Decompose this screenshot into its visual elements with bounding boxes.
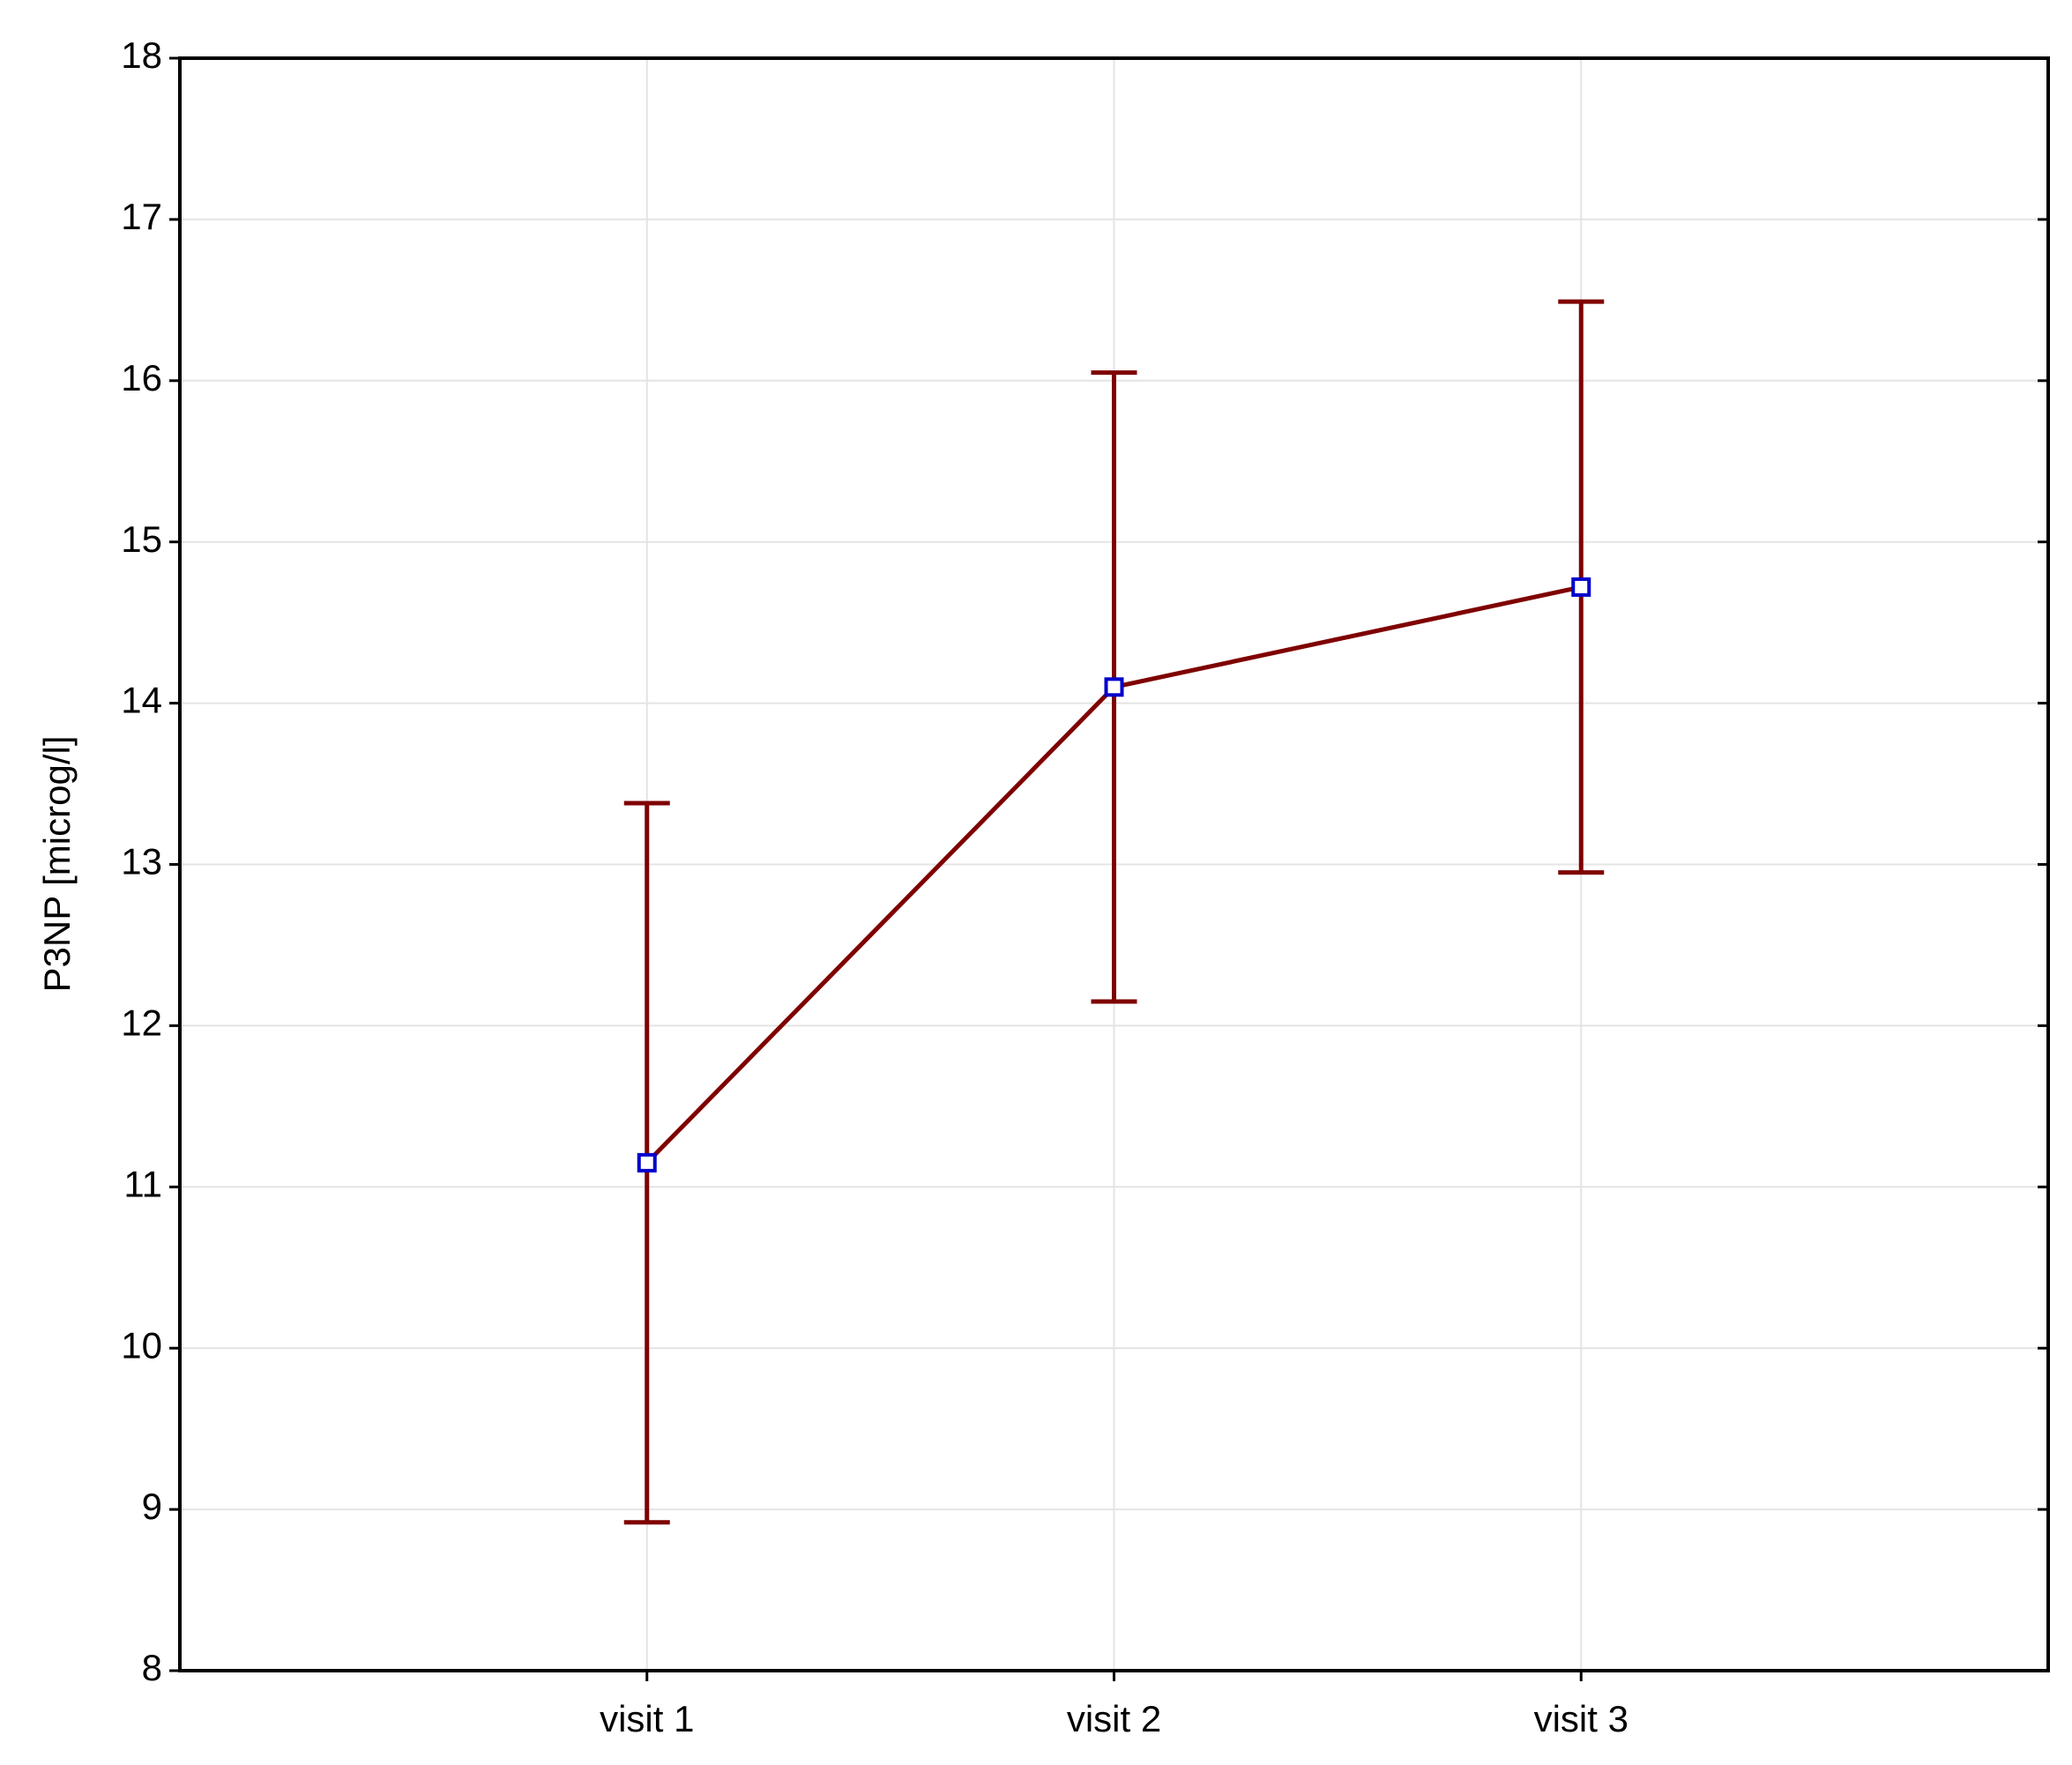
y-axis-label: P3NP [microg/l] [36, 736, 78, 993]
y-tick-label: 15 [121, 518, 162, 560]
marker [1104, 677, 1124, 697]
x-tick-label: visit 1 [600, 1698, 694, 1739]
y-tick-label: 18 [121, 34, 162, 76]
y-tick-label: 13 [121, 841, 162, 882]
x-tick-label: visit 3 [1534, 1698, 1629, 1739]
y-tick-label: 8 [142, 1647, 162, 1688]
y-tick-label: 10 [121, 1324, 162, 1366]
y-tick-label: 14 [121, 680, 162, 721]
y-tick-label: 12 [121, 1002, 162, 1043]
plot-frame [178, 56, 2050, 1672]
marker [637, 1152, 657, 1173]
y-tick-label: 11 [123, 1163, 162, 1204]
y-tick-label: 17 [121, 196, 162, 237]
marker [1571, 577, 1591, 597]
y-tick-label: 16 [121, 357, 162, 398]
x-tick-label: visit 2 [1067, 1698, 1161, 1739]
y-tick-label: 9 [142, 1486, 162, 1527]
